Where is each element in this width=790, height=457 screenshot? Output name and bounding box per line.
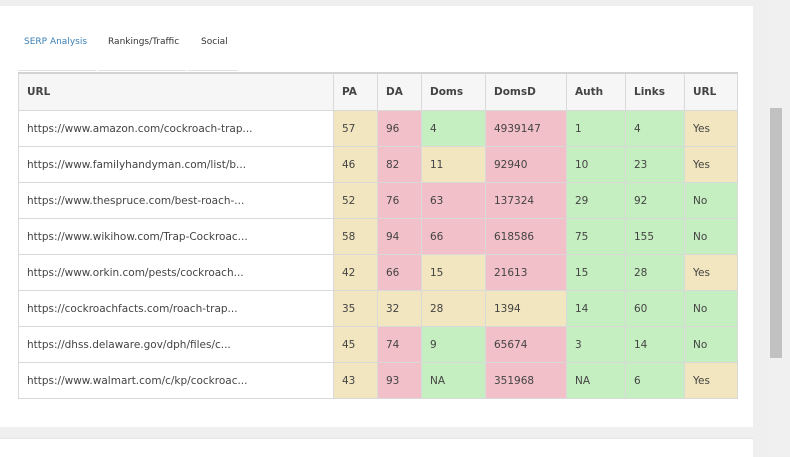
url-link[interactable]: https://www.familyhandyman.com/list/b... (18, 146, 334, 183)
cell-da: 96 (377, 110, 422, 147)
tab-divider (188, 70, 238, 71)
cell-da: 74 (377, 326, 422, 363)
cell-url-flag: No (684, 290, 738, 327)
cell-links: 23 (625, 146, 685, 183)
table-row: https://www.orkin.com/pests/cockroach...… (18, 254, 738, 291)
cell-pa: 58 (333, 218, 378, 255)
cell-links: 28 (625, 254, 685, 291)
cell-da: 76 (377, 182, 422, 219)
cell-url-flag: No (684, 218, 738, 255)
cell-doms: 9 (421, 326, 486, 363)
url-link[interactable]: https://www.thespruce.com/best-roach-... (18, 182, 334, 219)
table-row: https://cockroachfacts.com/roach-trap...… (18, 290, 738, 327)
tab-bar: SERP Analysis Rankings/Traffic Social (0, 6, 753, 72)
cell-auth: 29 (566, 182, 626, 219)
cell-doms: 63 (421, 182, 486, 219)
column-header-pa[interactable]: PA (333, 72, 378, 111)
table-header-row: URL PA DA Doms DomsD Auth Links URL (18, 72, 738, 111)
cell-domsd: 4939147 (485, 110, 567, 147)
cell-auth: 3 (566, 326, 626, 363)
cell-doms: 66 (421, 218, 486, 255)
cell-auth: 15 (566, 254, 626, 291)
column-header-url[interactable]: URL (18, 72, 334, 111)
cell-da: 66 (377, 254, 422, 291)
cell-domsd: 618586 (485, 218, 567, 255)
table-row: https://www.amazon.com/cockroach-trap...… (18, 110, 738, 147)
cell-url-flag: No (684, 182, 738, 219)
cell-doms: 15 (421, 254, 486, 291)
cell-pa: 35 (333, 290, 378, 327)
cell-links: 14 (625, 326, 685, 363)
cell-da: 93 (377, 362, 422, 399)
table-row: https://www.walmart.com/c/kp/cockroac...… (18, 362, 738, 399)
cell-pa: 45 (333, 326, 378, 363)
cell-auth: 14 (566, 290, 626, 327)
table-row: https://www.thespruce.com/best-roach-...… (18, 182, 738, 219)
cell-url-flag: Yes (684, 362, 738, 399)
cell-domsd: 351968 (485, 362, 567, 399)
cell-links: 155 (625, 218, 685, 255)
cell-pa: 46 (333, 146, 378, 183)
cell-auth: 75 (566, 218, 626, 255)
cell-doms: 4 (421, 110, 486, 147)
cell-domsd: 137324 (485, 182, 567, 219)
cell-links: 4 (625, 110, 685, 147)
tab-social[interactable]: Social (201, 37, 228, 47)
table-row: https://www.familyhandyman.com/list/b...… (18, 146, 738, 183)
cell-pa: 57 (333, 110, 378, 147)
table-row: https://www.wikihow.com/Trap-Cockroac...… (18, 218, 738, 255)
url-link[interactable]: https://www.wikihow.com/Trap-Cockroac... (18, 218, 334, 255)
cell-pa: 42 (333, 254, 378, 291)
cell-url-flag: No (684, 326, 738, 363)
next-panel (0, 438, 753, 457)
url-link[interactable]: https://cockroachfacts.com/roach-trap... (18, 290, 334, 327)
tab-divider (98, 70, 186, 71)
column-header-links[interactable]: Links (625, 72, 685, 111)
cell-da: 32 (377, 290, 422, 327)
cell-pa: 43 (333, 362, 378, 399)
cell-da: 94 (377, 218, 422, 255)
cell-da: 82 (377, 146, 422, 183)
tab-serp-analysis[interactable]: SERP Analysis (24, 37, 88, 47)
cell-doms: NA (421, 362, 486, 399)
cell-links: 60 (625, 290, 685, 327)
cell-pa: 52 (333, 182, 378, 219)
cell-links: 92 (625, 182, 685, 219)
cell-url-flag: Yes (684, 146, 738, 183)
cell-domsd: 92940 (485, 146, 567, 183)
cell-doms: 11 (421, 146, 486, 183)
url-link[interactable]: https://dhss.delaware.gov/dph/files/c... (18, 326, 334, 363)
url-link[interactable]: https://www.amazon.com/cockroach-trap... (18, 110, 334, 147)
column-header-da[interactable]: DA (377, 72, 422, 111)
column-header-url-flag[interactable]: URL (684, 72, 738, 111)
tab-rankings-traffic[interactable]: Rankings/Traffic (108, 37, 180, 47)
column-header-domsd[interactable]: DomsD (485, 72, 567, 111)
cell-domsd: 1394 (485, 290, 567, 327)
cell-domsd: 65674 (485, 326, 567, 363)
cell-auth: NA (566, 362, 626, 399)
cell-auth: 1 (566, 110, 626, 147)
serp-analysis-panel: SERP Analysis Rankings/Traffic Social UR… (0, 6, 753, 427)
url-link[interactable]: https://www.walmart.com/c/kp/cockroac... (18, 362, 334, 399)
url-link[interactable]: https://www.orkin.com/pests/cockroach... (18, 254, 334, 291)
cell-url-flag: Yes (684, 254, 738, 291)
cell-auth: 10 (566, 146, 626, 183)
serp-table: URL PA DA Doms DomsD Auth Links URL http… (18, 72, 738, 399)
column-header-auth[interactable]: Auth (566, 72, 626, 111)
scrollbar-thumb[interactable] (770, 108, 782, 358)
cell-domsd: 21613 (485, 254, 567, 291)
cell-doms: 28 (421, 290, 486, 327)
cell-url-flag: Yes (684, 110, 738, 147)
column-header-doms[interactable]: Doms (421, 72, 486, 111)
table-row: https://dhss.delaware.gov/dph/files/c...… (18, 326, 738, 363)
cell-links: 6 (625, 362, 685, 399)
tab-divider (18, 70, 96, 71)
